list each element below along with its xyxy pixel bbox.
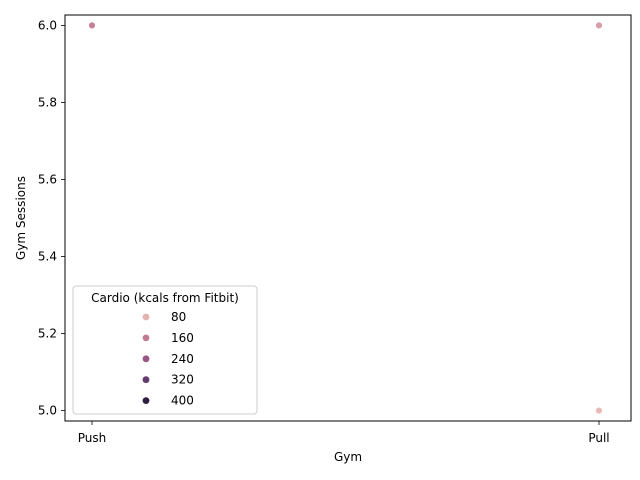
legend-label-160: 160 <box>171 331 194 345</box>
y-tick-label-5-4: 5.4 <box>38 250 57 264</box>
legend-marker-400 <box>142 397 150 404</box>
legend: Cardio (kcals from Fitbit) 80 160 240 320 400 <box>72 285 258 415</box>
data-points <box>88 21 603 415</box>
x-axis: Push Pull <box>78 421 610 445</box>
plot-frame <box>64 14 632 422</box>
y-tick-label-6-0: 6.0 <box>38 18 57 32</box>
data-point-3 <box>595 21 603 30</box>
y-axis: 5.0 5.2 5.4 5.6 5.8 6.0 <box>38 18 65 418</box>
legend-marker-240 <box>142 355 150 363</box>
legend-label-240: 240 <box>171 352 194 366</box>
x-tick-label-pull: Pull <box>588 431 609 445</box>
y-tick-label-5-2: 5.2 <box>38 327 57 341</box>
y-tick-label-5-6: 5.6 <box>38 172 57 186</box>
legend-label-80: 80 <box>171 310 186 324</box>
legend-label-400: 400 <box>171 394 194 408</box>
y-tick-label-5-0: 5.0 <box>38 404 57 418</box>
legend-title: Cardio (kcals from Fitbit) <box>91 291 239 305</box>
legend-label-320: 320 <box>171 373 194 387</box>
legend-box <box>72 285 258 415</box>
x-axis-title: Gym <box>334 450 362 464</box>
data-point-4 <box>595 406 603 415</box>
x-tick-label-push: Push <box>78 431 107 445</box>
y-tick-label-5-8: 5.8 <box>38 95 57 109</box>
legend-marker-160 <box>142 334 150 342</box>
y-axis-title: Gym Sessions <box>14 176 28 260</box>
legend-marker-320 <box>142 376 150 384</box>
data-point-2 <box>88 21 96 30</box>
legend-marker-80 <box>142 313 150 321</box>
